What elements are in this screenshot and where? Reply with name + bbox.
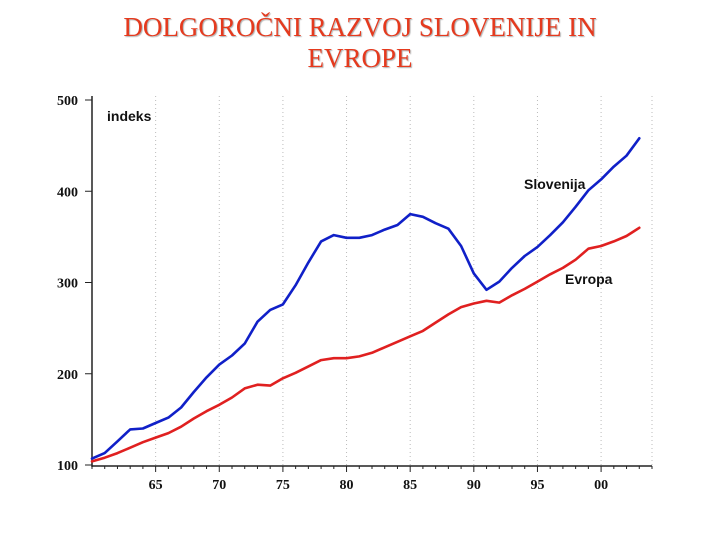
series-line-evropa: [90, 226, 641, 463]
y-tick-label-400: 400: [57, 185, 78, 200]
y-tick-label-100: 100: [57, 459, 78, 474]
y-tick-label-200: 200: [57, 368, 78, 383]
x-tick-label-65: 65: [149, 478, 163, 493]
x-axis-ticks: 65 70 75 80 85 90 95 00: [91, 466, 653, 493]
y-axis-ticks: 100 200 300 400 500: [57, 94, 92, 474]
x-tick-label-00: 00: [594, 478, 608, 493]
annotation-slovenija: Slovenija: [524, 176, 586, 192]
x-tick-label-80: 80: [340, 478, 354, 493]
series-line-slovenija: [90, 137, 641, 460]
series-lines: [90, 137, 641, 463]
x-tick-label-85: 85: [403, 478, 417, 493]
x-tick-label-95: 95: [530, 478, 544, 493]
y-tick-label-500: 500: [57, 94, 78, 109]
series-points-slovenija: [91, 138, 640, 459]
slide-title-line-1: DOLGOROČNI RAZVOJ SLOVENIJE IN: [123, 12, 597, 42]
series-points-evropa: [91, 227, 640, 462]
annotation-indeks: indeks: [107, 108, 152, 124]
x-tick-label-70: 70: [212, 478, 226, 493]
y-tick-label-300: 300: [57, 277, 78, 292]
slide-title: DOLGOROČNI RAZVOJ SLOVENIJE IN EVROPE: [0, 12, 720, 74]
annotation-evropa: Evropa: [565, 271, 613, 287]
slide-title-line-2: EVROPE: [307, 43, 413, 73]
x-tick-label-75: 75: [276, 478, 290, 493]
x-tick-label-90: 90: [467, 478, 481, 493]
chart-annotations: indeks Slovenija Evropa: [107, 108, 613, 287]
